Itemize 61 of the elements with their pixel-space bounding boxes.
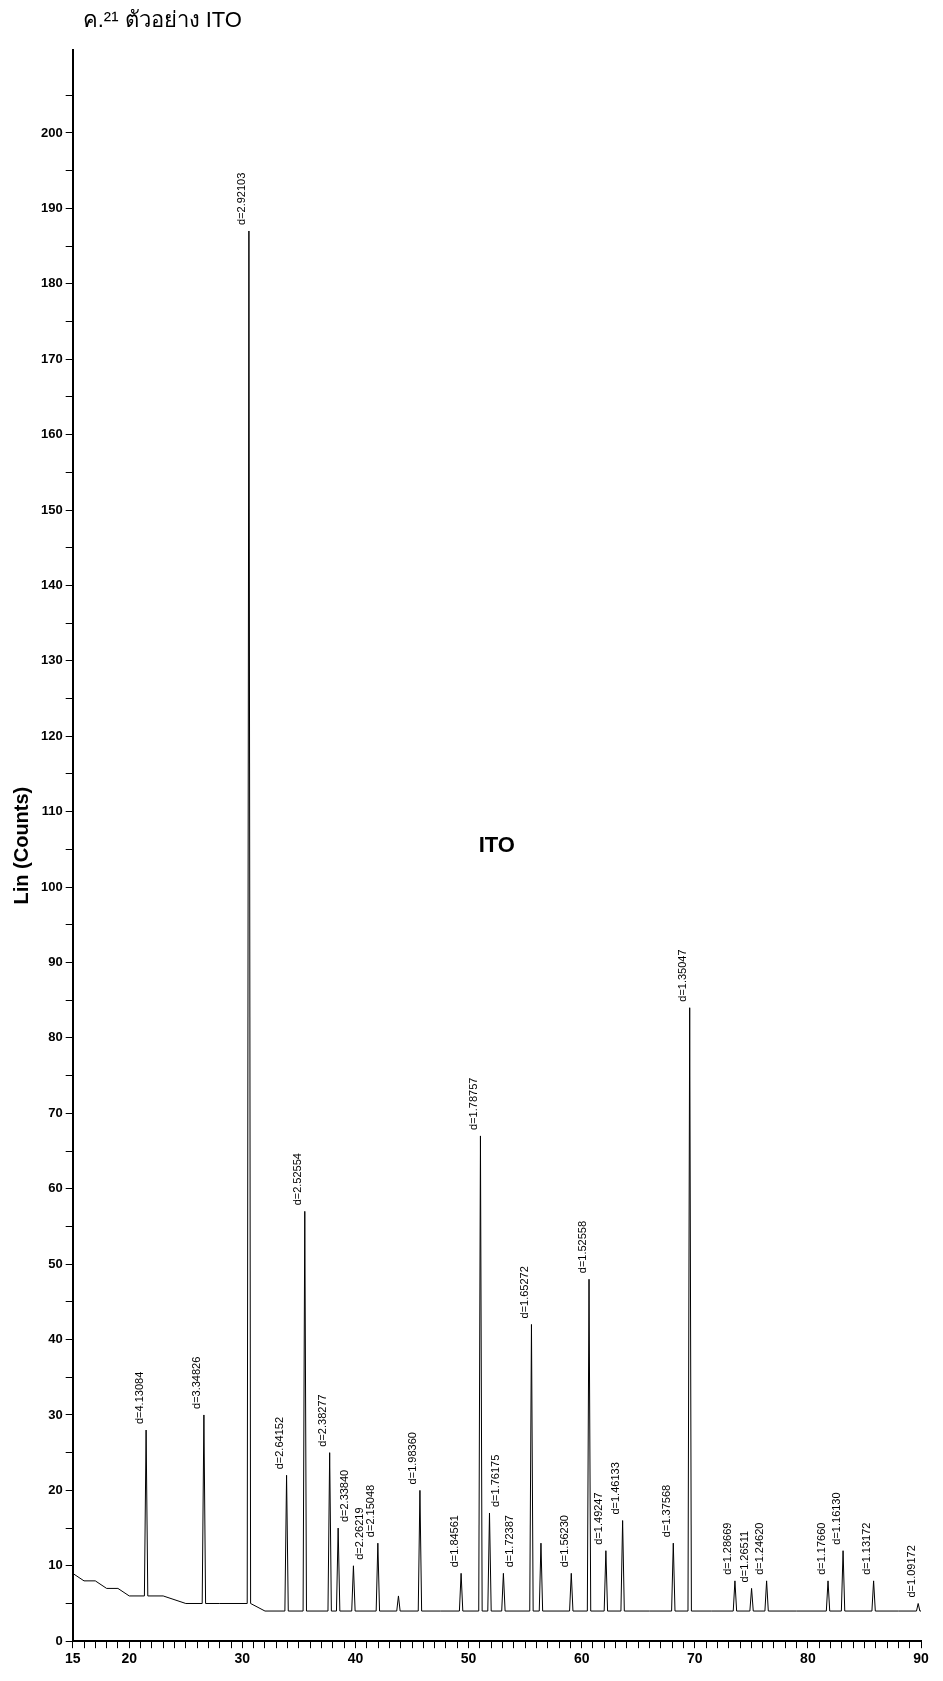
annotation: d=1.37568 <box>659 1484 672 1538</box>
annotation: d=2.52554 <box>291 1153 304 1206</box>
x-tick-label: 70 <box>686 1650 703 1667</box>
y-axis-title: Lin (Counts) <box>9 786 32 905</box>
annotation: d=3.34826 <box>190 1356 203 1409</box>
annotation: d=1.35047 <box>676 949 689 1002</box>
annotation: d=1.28669 <box>721 1522 734 1575</box>
x-tick-label: 50 <box>460 1650 477 1667</box>
annotation: d=1.17660 <box>814 1522 827 1575</box>
annotation: d=2.26219 <box>352 1507 365 1560</box>
y-tick-label: 200 <box>40 124 63 140</box>
annotation: d=1.72387 <box>502 1515 515 1568</box>
annotation: d=2.64152 <box>273 1416 286 1470</box>
x-tick-label: 20 <box>121 1650 138 1667</box>
y-tick-label: 80 <box>48 1029 63 1045</box>
y-tick-label: 160 <box>40 426 63 442</box>
y-tick-label: 60 <box>48 1180 63 1196</box>
y-tick-label: 20 <box>48 1481 63 1497</box>
y-tick-label: 140 <box>40 577 63 593</box>
y-tick-label: 110 <box>41 803 63 819</box>
annotation: d=1.84561 <box>447 1515 460 1568</box>
y-tick-label: 180 <box>40 275 63 291</box>
annotation: d=1.98360 <box>406 1432 419 1485</box>
y-tick-label: 190 <box>40 199 63 215</box>
x-tick-label: 15 <box>64 1650 81 1667</box>
annotation: d=2.15048 <box>364 1484 377 1538</box>
text: ค.²¹ ตัวอย่าง ITO <box>82 7 242 33</box>
annotation: d=1.56230 <box>557 1515 570 1568</box>
x-tick-label: 40 <box>347 1650 364 1667</box>
annotation: d=1.76175 <box>489 1454 502 1507</box>
y-tick-label: 70 <box>48 1104 63 1120</box>
y-tick-label: 0 <box>55 1632 63 1648</box>
annotation: d=1.09172 <box>904 1545 917 1598</box>
annotation: d=2.38277 <box>316 1394 329 1447</box>
annotation: d=4.13084 <box>132 1371 145 1425</box>
y-tick-label: 90 <box>48 954 63 970</box>
annotation: d=1.65272 <box>517 1266 530 1319</box>
x-tick-label: 90 <box>913 1650 929 1667</box>
x-tick-label: 30 <box>234 1650 251 1667</box>
y-tick-label: 50 <box>48 1255 63 1271</box>
y-tick-label: 30 <box>48 1406 63 1422</box>
annotation: d=1.52558 <box>575 1220 588 1274</box>
y-tick-label: 170 <box>40 350 63 366</box>
x-tick-label: 80 <box>800 1650 816 1667</box>
y-tick-label: 150 <box>40 501 63 517</box>
annotation: d=1.16130 <box>829 1492 842 1545</box>
y-tick-label: 40 <box>48 1331 63 1347</box>
annotation: d=1.13172 <box>860 1522 873 1575</box>
text: ITO <box>478 831 515 857</box>
y-tick-label: 100 <box>40 878 63 894</box>
y-tick-label: 10 <box>48 1557 63 1573</box>
annotation: d=2.33840 <box>337 1469 350 1523</box>
y-tick-label: 120 <box>40 727 63 743</box>
annotation: d=1.78757 <box>466 1077 479 1130</box>
annotation: d=1.26511 <box>738 1530 751 1583</box>
annotation: d=2.92103 <box>235 172 248 225</box>
annotation: d=1.24620 <box>753 1522 766 1575</box>
annotation: d=1.46133 <box>609 1462 622 1515</box>
y-tick-label: 130 <box>40 652 63 668</box>
x-tick-label: 60 <box>573 1650 590 1667</box>
annotation: d=1.49247 <box>592 1492 605 1545</box>
